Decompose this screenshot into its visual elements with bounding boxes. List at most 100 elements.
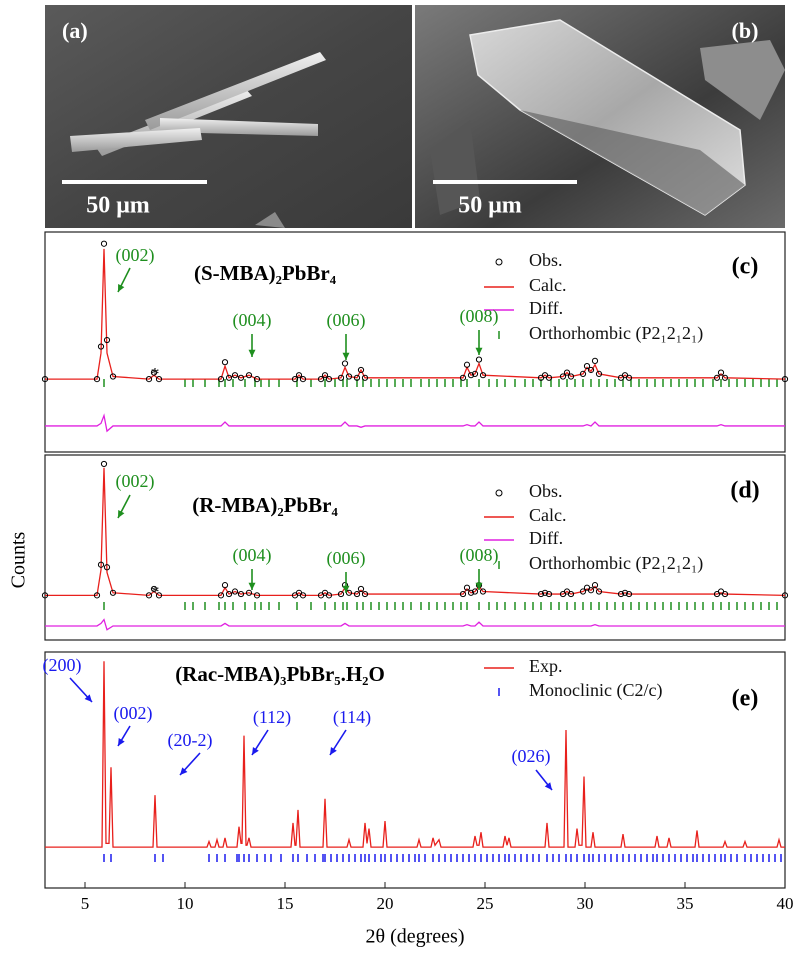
obs-point	[109, 373, 117, 380]
peak-annotation: (002)	[116, 471, 155, 492]
obs-point	[237, 374, 245, 381]
obs-point	[567, 590, 575, 598]
peak-annotation: (004)	[233, 545, 272, 566]
obs-point	[537, 590, 545, 598]
legend-marker	[495, 258, 503, 266]
obs-point	[217, 376, 225, 383]
x-tick-label: 5	[81, 894, 90, 913]
obs-point	[479, 372, 487, 379]
obs-point	[41, 592, 49, 599]
obs-point	[721, 590, 729, 598]
obs-point	[361, 374, 369, 381]
panel-title: (S-MBA)₂PbBr₄	[194, 261, 337, 285]
obs-point	[545, 374, 553, 381]
obs-point	[353, 590, 361, 598]
crystal	[430, 120, 480, 215]
obs-point	[567, 373, 575, 380]
arrow-head	[118, 510, 125, 518]
obs-point	[781, 592, 789, 599]
peak-annotation: (002)	[116, 245, 155, 266]
obs-point	[100, 460, 108, 468]
obs-point	[479, 588, 487, 595]
obs-point	[321, 372, 329, 379]
scale-label: 50 μm	[86, 193, 150, 219]
obs-point	[245, 589, 253, 596]
arrow-head	[118, 284, 125, 292]
obs-point	[541, 589, 549, 596]
peak-annotation: (112)	[253, 707, 291, 728]
obs-point	[625, 590, 633, 598]
obs-point	[341, 360, 349, 367]
sem-image-a: (a) 50 μm	[45, 5, 412, 228]
obs-point	[145, 376, 153, 383]
crystal	[700, 40, 785, 120]
peak-annotation: (006)	[327, 310, 366, 331]
obs-point	[295, 372, 303, 379]
obs-point	[253, 376, 261, 383]
obs-point	[781, 376, 789, 383]
xrd-panel: Obs. Calc. Diff. Orthorhombic (P2₁2₁2₁) (d) (…	[8, 454, 789, 641]
sem-image-b: (b) 50 μm	[415, 5, 785, 228]
obs-point	[467, 589, 475, 596]
crystal-rod	[70, 128, 202, 152]
pattern-line	[45, 661, 785, 848]
obs-point	[93, 376, 101, 383]
obs-point	[721, 374, 729, 381]
obs-point	[345, 373, 353, 380]
scale-label: 50 μm	[458, 193, 522, 219]
legend-label: Monoclinic (C2/c)	[529, 680, 662, 701]
obs-point	[150, 369, 158, 376]
arrow-head	[248, 349, 256, 357]
obs-point	[591, 582, 599, 589]
xrd-panel: Obs. Calc. Diff. Orthorhombic (P2₁2₁2₁) (c) (…	[41, 231, 789, 453]
obs-point	[325, 592, 333, 599]
peak-annotation: *	[151, 582, 160, 602]
peak-annotation: (008)	[460, 545, 499, 566]
peak-annotation: (008)	[460, 306, 499, 327]
obs-point	[357, 585, 365, 593]
peak-annotation: (114)	[333, 707, 371, 728]
x-tick-label: 15	[277, 894, 294, 913]
legend-label: Diff.	[529, 528, 563, 548]
x-tick-label: 25	[477, 894, 494, 913]
arrow-head	[475, 582, 483, 590]
obs-point	[299, 592, 307, 599]
obs-point	[245, 372, 253, 379]
arrow-head	[252, 747, 259, 755]
obs-point	[583, 362, 591, 370]
obs-point	[100, 240, 108, 247]
obs-point	[463, 361, 471, 368]
arrow-head	[248, 582, 256, 590]
arrow-head	[475, 347, 483, 355]
legend-label: Calc.	[529, 505, 567, 525]
obs-point	[475, 356, 483, 363]
x-axis-label: 2θ (degrees)	[366, 926, 465, 948]
peak-annotation: (004)	[233, 310, 272, 331]
obs-point	[595, 370, 603, 377]
obs-point	[617, 590, 625, 598]
arrow-head	[342, 352, 350, 360]
obs-point	[591, 357, 599, 364]
panel-title: (Rac-MBA)₃PbBr₅.H₂O	[175, 662, 385, 686]
peak-annotation: (20-2)	[168, 730, 213, 751]
obs-point	[299, 376, 307, 383]
panel-frame	[44, 651, 786, 889]
obs-point	[145, 592, 153, 599]
obs-point	[471, 588, 479, 595]
obs-point	[621, 589, 629, 596]
obs-point	[221, 359, 229, 366]
obs-point	[713, 374, 721, 381]
peak-annotation: (006)	[327, 548, 366, 569]
obs-point	[471, 370, 479, 377]
x-tick-label: 20	[377, 894, 394, 913]
obs-point	[41, 376, 49, 383]
image-background	[45, 5, 412, 228]
obs-point	[337, 590, 345, 598]
pattern-line	[45, 248, 786, 380]
obs-point	[353, 374, 361, 381]
obs-point	[155, 376, 163, 383]
panel-label: (a)	[62, 18, 88, 43]
panel-label: (d)	[730, 478, 759, 504]
obs-point	[361, 590, 369, 598]
obs-point	[459, 374, 467, 381]
